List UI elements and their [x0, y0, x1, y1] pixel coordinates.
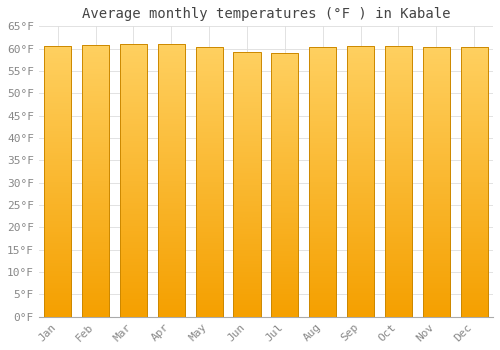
Bar — [120, 44, 147, 317]
Bar — [309, 47, 336, 317]
Bar — [347, 47, 374, 317]
Bar — [460, 47, 488, 317]
Bar — [196, 47, 223, 317]
Bar — [422, 47, 450, 317]
Bar — [158, 44, 185, 317]
Bar — [234, 52, 260, 317]
Title: Average monthly temperatures (°F ) in Kabale: Average monthly temperatures (°F ) in Ka… — [82, 7, 450, 21]
Bar — [385, 47, 412, 317]
Bar — [44, 47, 72, 317]
Bar — [271, 53, 298, 317]
Bar — [82, 45, 109, 317]
